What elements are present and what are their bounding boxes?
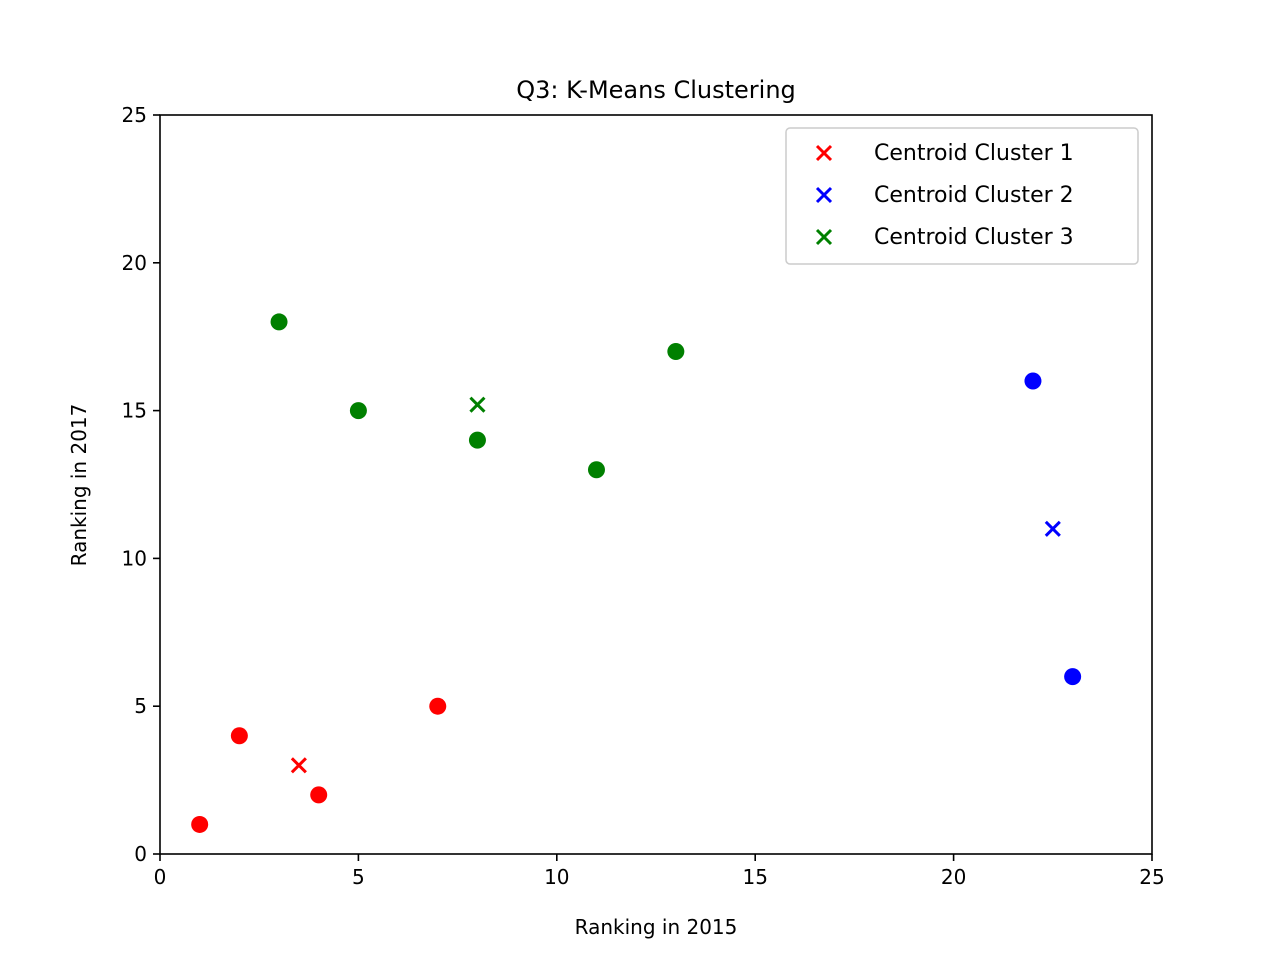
cluster-3-point [349, 402, 367, 420]
cluster-2-point [1024, 372, 1042, 390]
legend-label-cluster-1: Centroid Cluster 1 [874, 141, 1074, 166]
cluster-1-point [230, 727, 248, 745]
x-tick-label: 5 [352, 865, 365, 889]
centroid-1-marker [290, 757, 307, 774]
y-axis-label: Ranking in 2017 [67, 404, 91, 567]
chart-title: Q3: K-Means Clustering [516, 76, 796, 104]
x-tick-label: 15 [742, 865, 767, 889]
axes-frame [159, 114, 1153, 855]
legend: Centroid Cluster 1 Centroid Cluster 2 Cent… [785, 127, 1139, 265]
y-tick-label: 0 [134, 842, 147, 866]
legend-marker-cluster-2 [815, 186, 833, 204]
cluster-3-point [270, 313, 288, 331]
cluster-1-point [310, 786, 328, 804]
x-tick-label: 20 [941, 865, 966, 889]
x-tick-label: 0 [154, 865, 167, 889]
x-tick-label: 25 [1139, 865, 1164, 889]
y-tick-label: 25 [122, 103, 147, 127]
cluster-1-point [191, 815, 209, 833]
legend-frame [785, 127, 1139, 265]
x-axis-label: Ranking in 2015 [575, 915, 738, 939]
legend-marker-cluster-1 [815, 144, 833, 162]
legend-label-cluster-2: Centroid Cluster 2 [874, 183, 1074, 208]
legend-label-cluster-3: Centroid Cluster 3 [874, 225, 1074, 250]
x-tick-label: 10 [544, 865, 569, 889]
cluster-2-point [1064, 668, 1082, 686]
centroid-2-marker [1044, 520, 1061, 537]
y-tick-label: 20 [122, 251, 147, 275]
legend-marker-cluster-3 [815, 228, 833, 246]
y-tick-label: 15 [122, 399, 147, 423]
centroid-3-marker [469, 396, 486, 413]
cluster-1-point [429, 697, 447, 715]
y-tick-label: 5 [134, 694, 147, 718]
cluster-3-point [468, 431, 486, 449]
plot-area: 0 5 10 15 20 25 0 5 10 15 20 25 [122, 103, 1165, 889]
cluster-3-point [587, 461, 605, 479]
cluster-3-point [667, 342, 685, 360]
y-tick-label: 10 [122, 546, 147, 570]
